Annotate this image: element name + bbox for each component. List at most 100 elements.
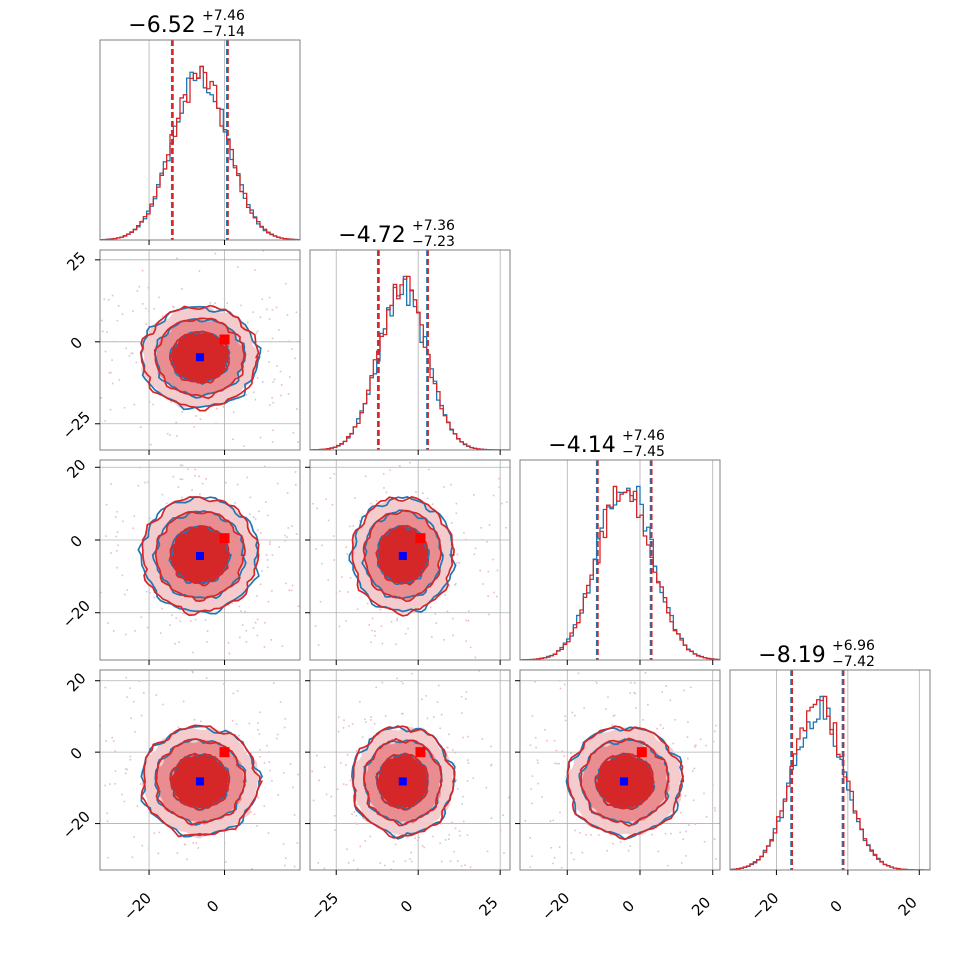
scatter-dot <box>66 700 68 702</box>
scatter-dot <box>240 441 242 443</box>
scatter-dot <box>404 632 407 635</box>
scatter-dot <box>498 722 500 724</box>
scatter-dot <box>534 680 536 683</box>
scatter-dot <box>288 788 290 790</box>
scatter-dot <box>88 647 90 649</box>
scatter-dot <box>455 562 458 565</box>
scatter-dot <box>184 843 186 846</box>
scatter-dot <box>545 739 548 742</box>
scatter-dot <box>85 269 87 271</box>
scatter-dot <box>644 672 647 674</box>
scatter-dot <box>137 452 139 454</box>
scatter-dot <box>31 714 33 716</box>
scatter-dot <box>306 357 308 359</box>
scatter-dot <box>418 881 420 883</box>
scatter-dot <box>461 712 463 714</box>
scatter-dot <box>121 574 124 577</box>
scatter-dot <box>369 452 371 454</box>
scatter-dot <box>240 610 242 612</box>
scatter-dot <box>261 298 264 301</box>
scatter-dot <box>559 811 561 814</box>
scatter-dot <box>456 553 459 556</box>
x-tick-label: 0 <box>397 897 416 916</box>
scatter-dot <box>412 626 414 628</box>
scatter-dot <box>179 478 182 480</box>
scatter-dot <box>510 790 512 792</box>
scatter-dot <box>570 752 572 755</box>
scatter-dot <box>218 491 220 493</box>
scatter-dot <box>133 515 136 518</box>
scatter-dot <box>713 838 716 840</box>
scatter-dot <box>357 663 359 665</box>
scatter-dot <box>444 594 447 596</box>
scatter-dot <box>499 829 502 832</box>
x-tick-label: 0 <box>619 897 638 916</box>
scatter-dot <box>559 680 561 682</box>
scatter-dot <box>421 935 423 937</box>
scatter-dot <box>439 727 441 730</box>
scatter-dot <box>112 340 115 343</box>
scatter-dot <box>98 771 100 773</box>
scatter-dot <box>418 836 420 839</box>
scatter-dot <box>327 519 330 522</box>
scatter-dot <box>366 739 368 741</box>
scatter-dot <box>337 716 340 719</box>
scatter-dot <box>268 761 271 763</box>
scatter-dot <box>703 792 705 795</box>
scatter-dot <box>130 352 132 355</box>
scatter-dot <box>225 481 227 484</box>
scatter-dot <box>179 620 182 623</box>
scatter-dot <box>460 865 463 867</box>
scatter-dot <box>630 681 632 684</box>
scatter-dot <box>330 795 333 798</box>
scatter-dot <box>287 393 290 395</box>
scatter-dot <box>157 468 159 470</box>
scatter-dot <box>125 676 128 679</box>
scatter-dot <box>659 724 662 726</box>
scatter-dot <box>364 718 366 721</box>
scatter-dot <box>263 465 266 468</box>
scatter-dot <box>370 716 372 718</box>
scatter-dot <box>252 516 255 519</box>
scatter-dot <box>613 714 616 717</box>
red-contour-line <box>351 495 455 617</box>
scatter-dot <box>208 887 210 889</box>
scatter-dot <box>423 846 426 849</box>
scatter-dot <box>366 602 369 605</box>
scatter-dot <box>598 834 600 836</box>
scatter-dot <box>347 591 349 593</box>
scatter-dot <box>458 830 461 833</box>
scatter-dot <box>345 784 348 786</box>
scatter-dot <box>715 858 717 860</box>
scatter-dot <box>445 878 447 880</box>
scatter-dot <box>422 727 425 730</box>
scatter-dot <box>451 522 453 524</box>
scatter-dot <box>281 645 284 647</box>
scatter-dot <box>381 642 384 645</box>
scatter-dot <box>647 703 649 706</box>
scatter-dot <box>104 686 107 689</box>
scatter-dot <box>275 306 278 309</box>
scatter-dot <box>128 355 131 357</box>
scatter-dot <box>502 339 504 341</box>
scatter-dot <box>88 345 90 347</box>
scatter-dot <box>334 829 336 831</box>
contour-panel-2-1 <box>240 339 543 665</box>
scatter-dot <box>252 311 254 314</box>
scatter-dot <box>345 620 347 622</box>
scatter-dot <box>573 858 575 861</box>
scatter-dot <box>474 656 477 659</box>
scatter-dot <box>539 637 541 639</box>
scatter-dot <box>250 811 252 814</box>
scatter-dot <box>289 763 292 765</box>
scatter-dot <box>541 472 543 474</box>
scatter-dot <box>431 636 433 638</box>
scatter-dot <box>201 482 204 485</box>
scatter-dot <box>238 734 240 737</box>
scatter-dot <box>259 755 261 758</box>
scatter-dot <box>452 617 454 620</box>
scatter-dot <box>682 838 684 840</box>
scatter-dot <box>347 862 350 864</box>
scatter-dot <box>206 641 208 643</box>
scatter-dot <box>543 850 545 852</box>
